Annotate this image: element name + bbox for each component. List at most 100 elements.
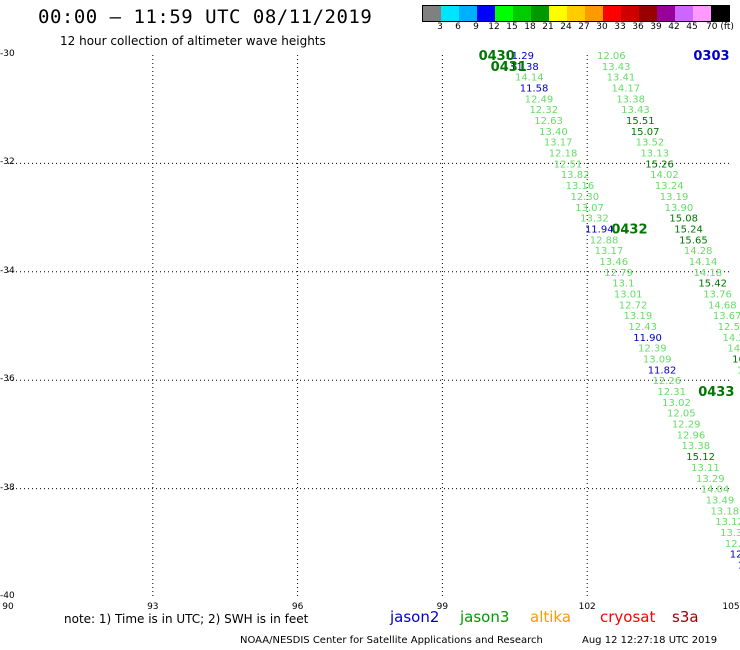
wave-height-value: 15.51 xyxy=(626,116,655,127)
wave-height-value: 12.00 xyxy=(730,550,740,561)
latitude-label: -38 xyxy=(0,482,15,493)
wave-height-value: 15.08 xyxy=(669,214,698,225)
wave-height-value: 11.90 xyxy=(633,333,662,344)
wave-height-value: 15.24 xyxy=(674,224,703,235)
wave-height-value: 12.72 xyxy=(619,300,648,311)
wave-height-value: 12.96 xyxy=(677,430,706,441)
colorbar-swatch xyxy=(459,6,477,21)
satellite-legend-jason3: jason3 xyxy=(460,608,510,626)
wave-height-value: 13.24 xyxy=(655,181,684,192)
wave-height-value: 14.14 xyxy=(515,73,544,84)
wave-height-value: 13.11 xyxy=(691,463,720,474)
wave-height-value: 11.58 xyxy=(520,84,549,95)
pass-time-label: 0433 xyxy=(698,385,734,400)
wave-height-value: 16.31 xyxy=(732,355,740,366)
colorbar-label: 15 xyxy=(506,22,518,32)
wave-height-value: 13.17 xyxy=(544,138,573,149)
colorbar-label: 70 (ft) xyxy=(706,22,734,32)
colorbar-label: 6 xyxy=(455,22,461,32)
wave-height-value: 12.18 xyxy=(549,149,578,160)
colorbar-label: 39 xyxy=(650,22,662,32)
colorbar-label: 33 xyxy=(614,22,626,32)
wave-height-value: 13.16 xyxy=(566,181,595,192)
wave-height-value: 13.18 xyxy=(710,506,739,517)
colorbar-label: 9 xyxy=(473,22,479,32)
colorbar-swatch xyxy=(567,6,585,21)
latitude-label: -36 xyxy=(0,374,15,385)
wave-height-value: 12.26 xyxy=(653,376,682,387)
latitude-label: -32 xyxy=(0,157,15,168)
wave-height-value: 13.38 xyxy=(616,94,645,105)
wave-height-value: 13.07 xyxy=(575,203,604,214)
colorbar-label: 27 xyxy=(578,22,590,32)
wave-height-value: 12.30 xyxy=(570,192,599,203)
longitude-label: 93 xyxy=(147,602,159,612)
wave-height-value: 14.14 xyxy=(689,257,718,268)
latitude-label: -34 xyxy=(0,265,15,276)
wave-height-value: 12.0 xyxy=(738,560,740,571)
longitude-label: 99 xyxy=(436,602,449,612)
wave-height-value: 13.82 xyxy=(561,170,590,181)
wave-height-value: 11.94 xyxy=(585,224,614,235)
wave-height-value: 12.05 xyxy=(667,409,696,420)
pass-time-label: 0431 xyxy=(491,60,527,75)
wave-height-value: 12.79 xyxy=(604,268,633,279)
pass-time-label: 0432 xyxy=(611,222,647,237)
wave-height-value: 14.18 xyxy=(694,268,723,279)
wave-height-value: 12.63 xyxy=(534,116,563,127)
colorbar-swatch xyxy=(477,6,495,21)
wave-height-value: 13.38 xyxy=(681,441,710,452)
colorbar-label: 36 xyxy=(632,22,644,32)
satellite-legend-s3a: s3a xyxy=(672,608,699,626)
wave-height-value: 15.12 xyxy=(686,452,715,463)
satellite-legend-jason2: jason2 xyxy=(390,608,440,626)
colorbar-swatch xyxy=(495,6,513,21)
colorbar-label: 21 xyxy=(542,22,554,32)
colorbar-swatch xyxy=(513,6,531,21)
colorbar-swatch xyxy=(675,6,693,21)
wave-height-colorbar xyxy=(422,5,730,22)
footer-credit: NOAA/NESDIS Center for Satellite Applica… xyxy=(240,635,543,646)
longitude-label: 96 xyxy=(291,602,304,612)
wave-height-value: 13.90 xyxy=(665,203,694,214)
wave-height-value: 13.13 xyxy=(640,149,669,160)
longitude-label: 90 xyxy=(2,602,14,612)
wave-height-value: 12.43 xyxy=(628,322,657,333)
latitude-label: -30 xyxy=(0,49,15,59)
wave-height-value: 13.49 xyxy=(737,365,740,376)
colorbar-label: 30 xyxy=(596,22,608,32)
wave-height-value: 13.12 xyxy=(715,517,740,528)
wave-height-value: 15.42 xyxy=(698,279,727,290)
wave-height-value: 13.43 xyxy=(621,105,650,116)
colorbar-swatch xyxy=(639,6,657,21)
colorbar-swatch xyxy=(711,6,729,21)
wave-height-value: 14.04 xyxy=(701,485,730,496)
colorbar-label: 45 xyxy=(686,22,698,32)
wave-height-value: 13.17 xyxy=(595,246,624,257)
wave-height-value: 14.23 xyxy=(723,333,740,344)
wave-height-value: 13.19 xyxy=(660,192,689,203)
wave-height-value: 12.39 xyxy=(638,344,667,355)
colorbar-swatch xyxy=(657,6,675,21)
colorbar-label: 12 xyxy=(488,22,500,32)
wave-height-value: 12.31 xyxy=(657,387,686,398)
longitude-label: 105 xyxy=(722,602,740,612)
wave-height-value: 13.02 xyxy=(662,398,691,409)
colorbar-swatch xyxy=(531,6,549,21)
colorbar-label: 24 xyxy=(560,22,572,32)
pass-time-label: 0430 xyxy=(479,49,515,64)
wave-height-value: 13.52 xyxy=(636,138,665,149)
colorbar-label: 3 xyxy=(437,22,443,32)
longitude-label: 102 xyxy=(578,602,596,612)
wave-height-value: 14.28 xyxy=(684,246,713,257)
colorbar-label: 42 xyxy=(668,22,680,32)
page-subtitle: 12 hour collection of altimeter wave hei… xyxy=(60,34,326,48)
wave-height-value: 11.38 xyxy=(510,62,539,73)
wave-height-value: 13.41 xyxy=(607,73,636,84)
colorbar-swatch xyxy=(693,6,711,21)
wave-height-value: 13.09 xyxy=(643,355,672,366)
wave-height-value: 13.36 xyxy=(720,528,740,539)
wave-height-value: 12.51 xyxy=(718,322,740,333)
wave-height-value: 13.01 xyxy=(614,289,643,300)
